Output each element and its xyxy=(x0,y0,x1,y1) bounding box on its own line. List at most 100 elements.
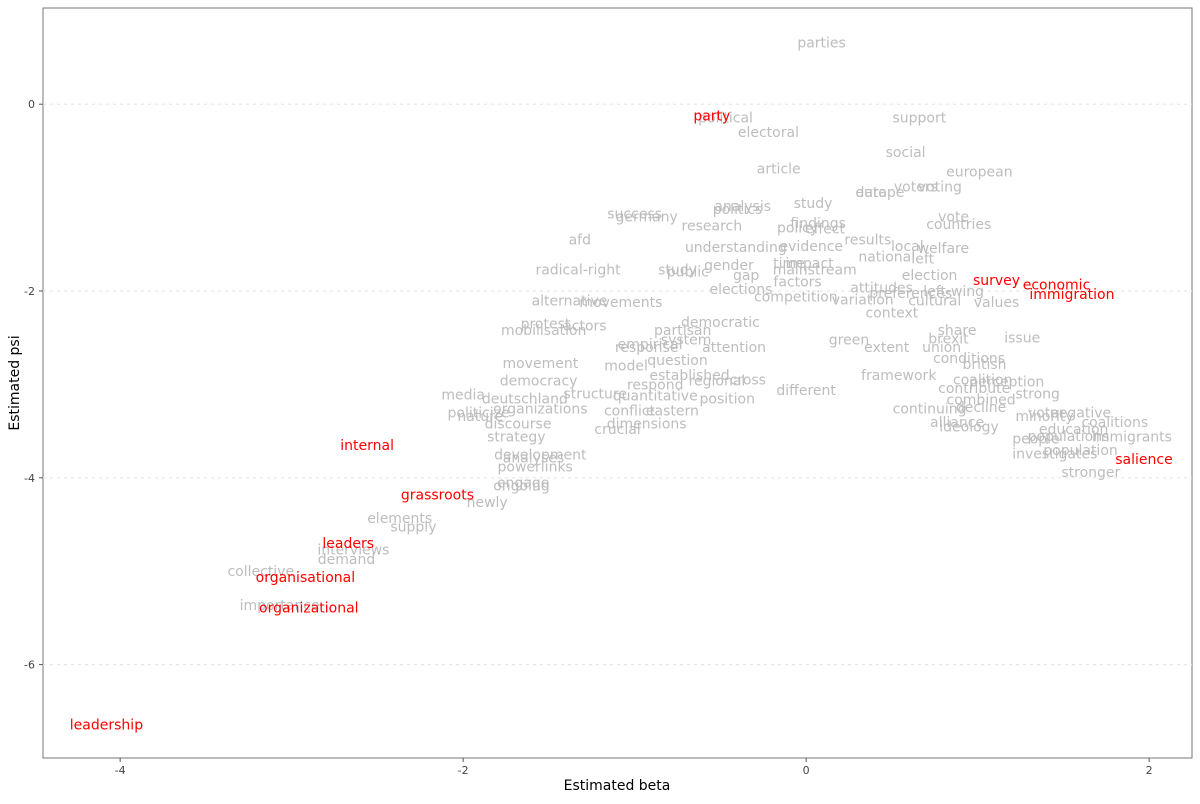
word-label: combined xyxy=(947,392,1016,408)
highlighted-word-label: survey xyxy=(973,273,1020,289)
word-label: investigates xyxy=(1012,447,1097,463)
y-tick-label: -6 xyxy=(24,659,35,672)
word-label: movement xyxy=(502,356,578,372)
word-label: cross xyxy=(730,373,766,389)
word-label: mainstream xyxy=(773,263,857,279)
word-label: populations xyxy=(1028,429,1110,445)
word-label: article xyxy=(757,162,801,178)
word-label: gender xyxy=(704,258,754,274)
word-label: public xyxy=(667,264,709,280)
word-label: interviews xyxy=(317,543,389,559)
word-label: attitudes xyxy=(850,280,913,296)
word-label: parties xyxy=(797,36,846,52)
x-tick-label: -4 xyxy=(115,764,126,777)
word-label: evidence xyxy=(780,239,843,255)
word-label: voters xyxy=(894,179,938,195)
word-label: newly xyxy=(467,495,508,511)
word-label: different xyxy=(776,383,836,399)
word-label: elections xyxy=(710,282,773,298)
word-label: electoral xyxy=(738,125,799,141)
word-label: political xyxy=(698,110,753,126)
word-label: findings xyxy=(790,216,846,232)
word-label: population xyxy=(1043,443,1118,459)
word-label: perception xyxy=(969,375,1044,391)
word-label: dimensions xyxy=(607,417,687,433)
word-label: eastern xyxy=(646,404,699,420)
word-label: voter xyxy=(1028,405,1065,421)
y-tick-label: 0 xyxy=(28,98,35,111)
word-label: impact xyxy=(785,256,834,272)
word-label: framework xyxy=(861,368,937,384)
word-label: conflict xyxy=(604,404,656,420)
word-label: europe xyxy=(855,185,904,201)
word-label: engage xyxy=(497,475,549,491)
word-labels: parties political support electoral social ar… xyxy=(227,36,1171,614)
word-label: results xyxy=(844,233,891,249)
word-label: elements xyxy=(367,511,432,527)
word-label: preferences xyxy=(869,286,952,302)
word-label: understanding xyxy=(685,240,787,256)
word-label: people xyxy=(1012,432,1059,448)
x-axis-label: Estimated beta xyxy=(564,778,671,794)
word-label: radical-right xyxy=(535,263,621,279)
word-label: question xyxy=(647,353,707,369)
word-label: british xyxy=(962,357,1006,373)
word-label: variation xyxy=(832,292,894,308)
word-label: conditions xyxy=(933,351,1005,367)
word-label: continuing xyxy=(893,402,967,418)
word-label: immigrants xyxy=(1092,430,1172,446)
word-label: local xyxy=(891,239,924,255)
word-label: study xyxy=(794,196,833,212)
word-label: research xyxy=(682,219,743,235)
grid-lines xyxy=(43,103,1192,666)
word-label: left-wing xyxy=(923,284,984,300)
word-label: effect xyxy=(805,221,846,237)
word-label: actors xyxy=(563,319,606,335)
word-label: context xyxy=(865,305,918,321)
word-label: vote xyxy=(938,209,969,225)
word-label: structure xyxy=(563,387,627,403)
word-label: factors xyxy=(773,275,821,291)
axis-ticks: 0 -2 -4 -6 -4 -2 0 2 xyxy=(24,98,1153,777)
word-label: demand xyxy=(318,552,375,568)
word-label: response xyxy=(615,340,679,356)
word-label: gap xyxy=(733,268,759,284)
word-label: social xyxy=(886,145,926,161)
highlighted-word-label: salience xyxy=(1115,452,1172,468)
x-tick-label: -2 xyxy=(458,764,469,777)
word-label: brexit xyxy=(928,332,969,348)
word-label: data xyxy=(856,185,888,201)
word-label: system xyxy=(661,333,712,349)
word-label: supply xyxy=(390,519,436,535)
word-label: decline xyxy=(956,400,1006,416)
word-label: development xyxy=(494,447,587,463)
word-label: minority xyxy=(1015,409,1073,425)
word-label: green xyxy=(829,333,869,349)
word-label: afd xyxy=(569,233,591,249)
word-label: analyses xyxy=(503,450,564,466)
word-label: analysis xyxy=(714,199,771,215)
word-label: alliance xyxy=(930,415,984,431)
word-label: coalitions xyxy=(1081,415,1148,431)
word-label: coalition xyxy=(953,373,1012,389)
word-label: extent xyxy=(864,340,910,356)
highlighted-word-label: grassroots xyxy=(401,488,474,504)
word-label: discourse xyxy=(485,417,552,433)
word-label: partisan xyxy=(654,323,711,339)
word-label: union xyxy=(922,340,961,356)
word-label: ongoing xyxy=(493,478,550,494)
word-label: importance xyxy=(240,598,320,614)
word-label: negative xyxy=(1050,405,1111,421)
word-label: protest xyxy=(521,317,571,333)
word-label: support xyxy=(892,110,946,126)
word-label: values xyxy=(974,295,1020,311)
x-tick-label: 2 xyxy=(1146,764,1153,777)
word-label: cultural xyxy=(908,293,961,309)
highlighted-word-label: leadership xyxy=(70,717,143,733)
y-axis-label: Estimated psi xyxy=(7,335,23,430)
y-tick-label: -2 xyxy=(24,285,35,298)
word-label: politics xyxy=(713,202,763,218)
word-label: time xyxy=(773,256,805,272)
